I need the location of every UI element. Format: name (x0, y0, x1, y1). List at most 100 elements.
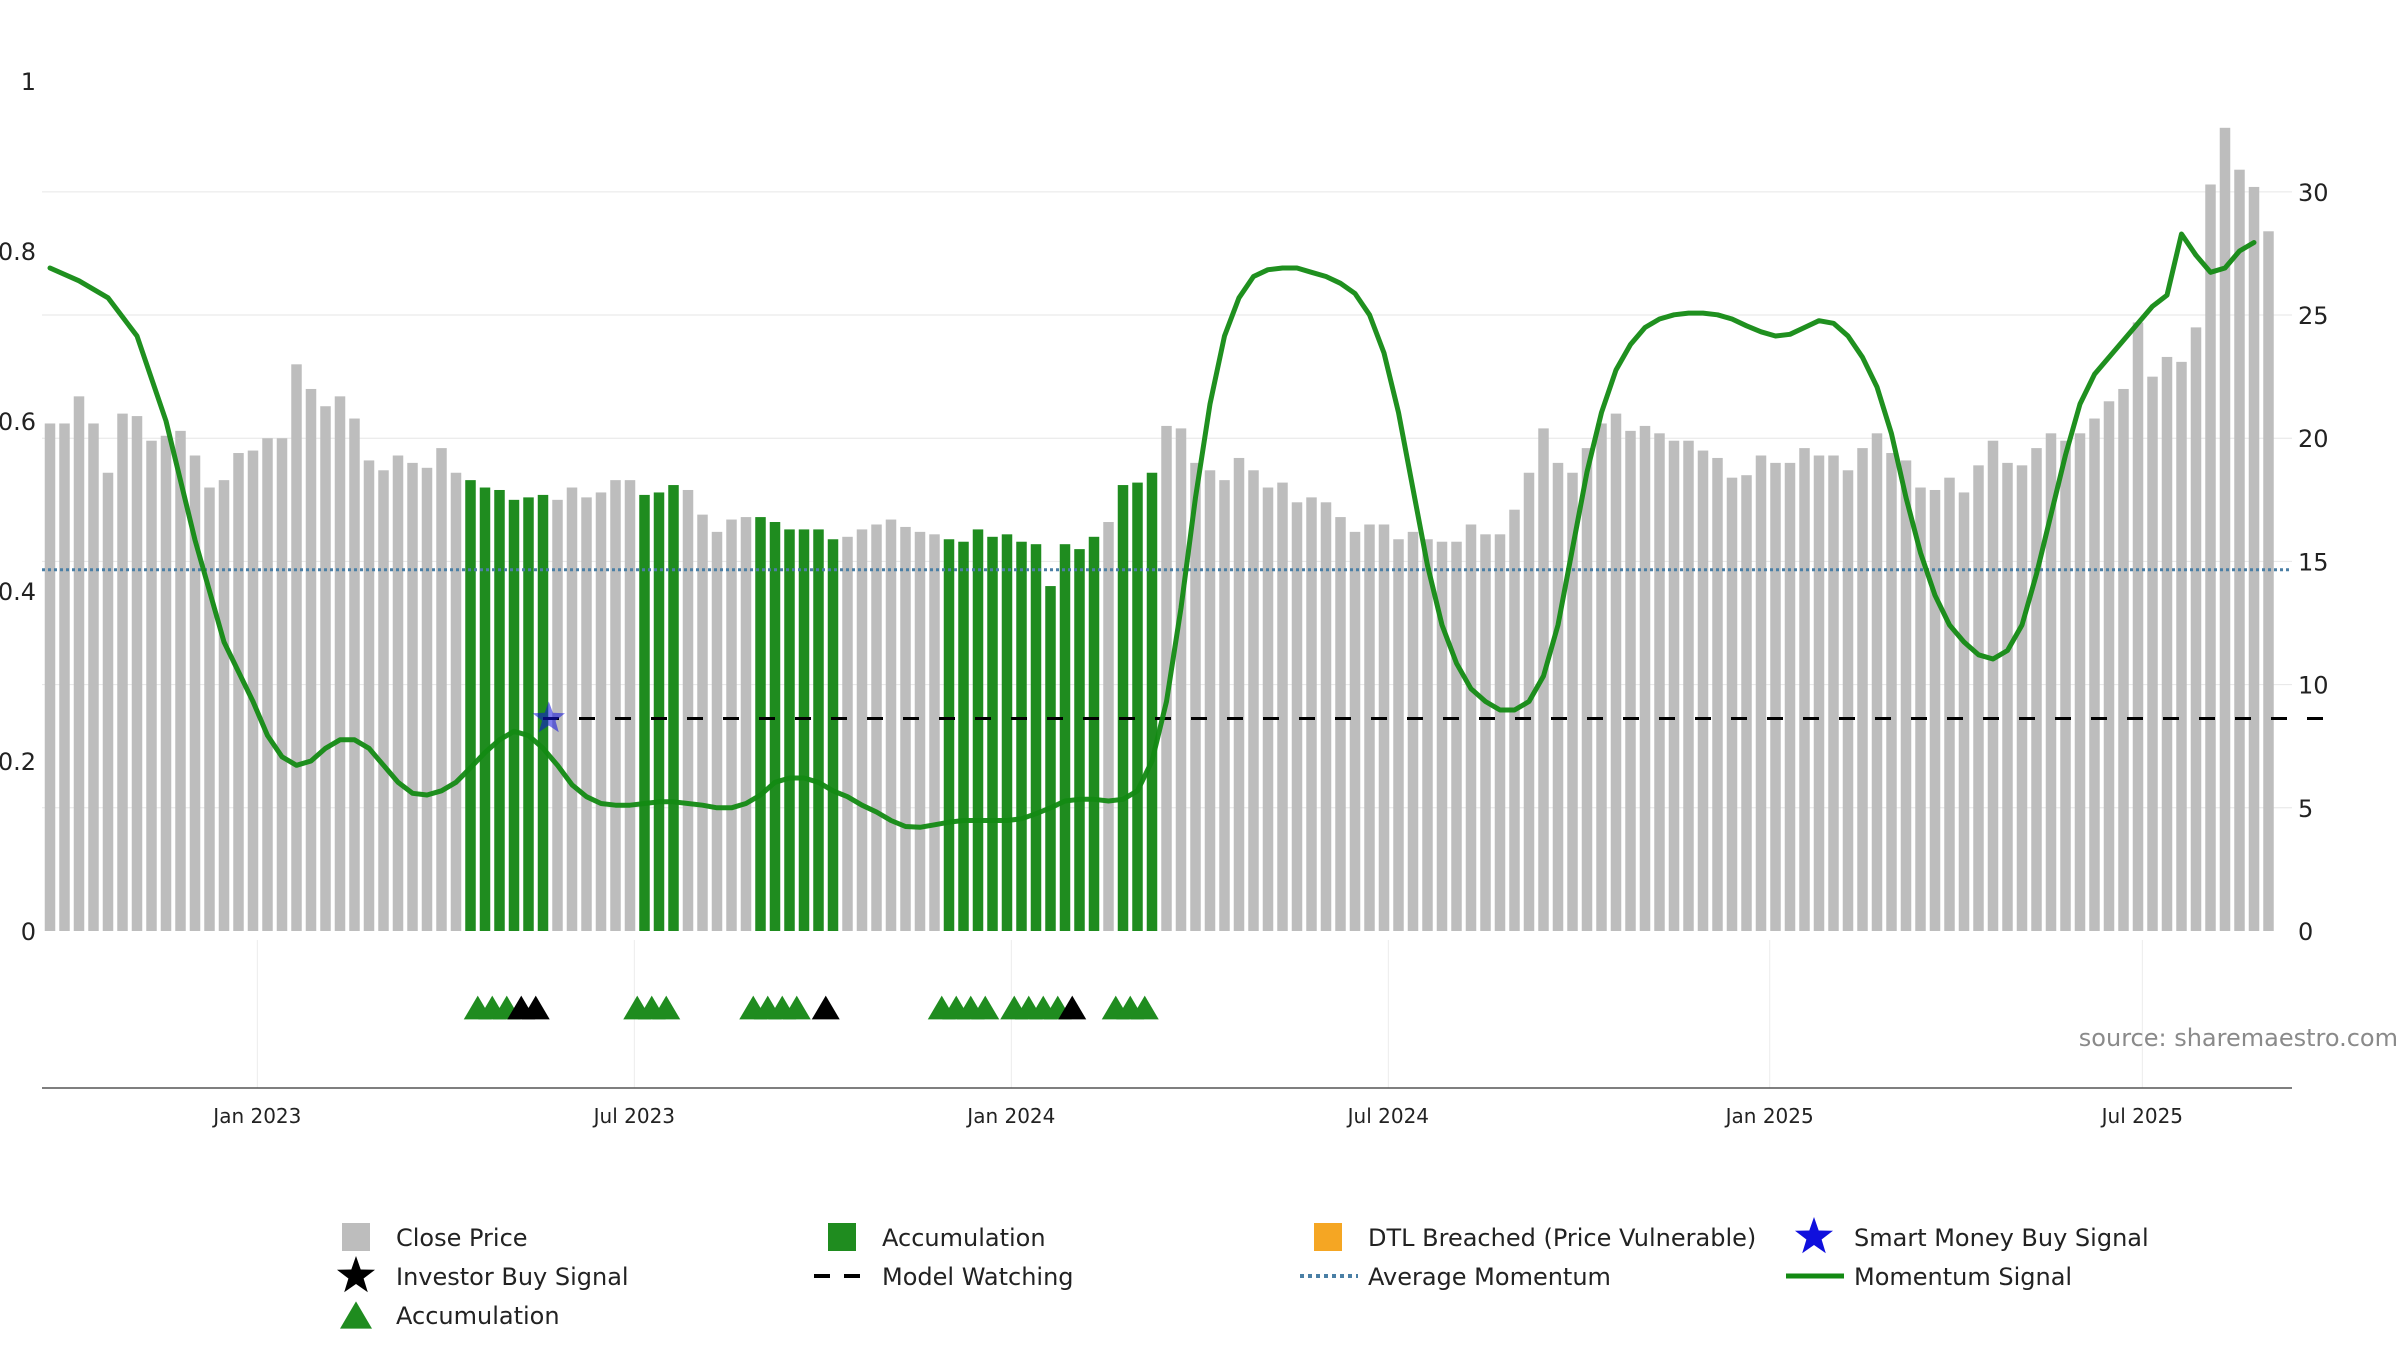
accumulation-bar (465, 480, 476, 931)
accumulation-bar (668, 485, 679, 931)
close-price-bar (914, 531, 926, 931)
close-price-bar (885, 519, 897, 931)
close-price-bar (450, 472, 462, 931)
smart-money-star (532, 701, 565, 733)
close-price-bar (2118, 388, 2129, 932)
close-price-bar (1407, 531, 1419, 931)
accumulation-bar (1001, 534, 1013, 931)
legend-star-icon (337, 1256, 375, 1293)
close-price-bar (1248, 470, 1259, 931)
close-price-bar (2248, 186, 2260, 931)
close-price-bar (595, 492, 607, 931)
legend-item: Accumulation (828, 1223, 1046, 1252)
accumulation-triangle (971, 995, 1000, 1020)
close-price-bar (2234, 169, 2245, 931)
legend-label: Momentum Signal (1854, 1263, 2072, 1291)
accumulation-bar (798, 529, 810, 931)
x-tick-label: Jul 2025 (2100, 1104, 2183, 1128)
accumulation-bar (1117, 485, 1129, 931)
legend-item: Investor Buy Signal (337, 1256, 629, 1293)
close-price-bar (349, 418, 360, 931)
accumulation-bar (1132, 482, 1143, 931)
legend-label: Accumulation (882, 1224, 1046, 1252)
close-price-bar (2060, 440, 2071, 931)
close-price-bar (44, 423, 56, 931)
legend-label: DTL Breached (Price Vulnerable) (1368, 1224, 1756, 1252)
close-price-bar (2176, 361, 2187, 931)
accumulation-triangle (1130, 995, 1159, 1020)
close-price-bar (1291, 502, 1303, 931)
close-price-bar (2219, 127, 2231, 931)
close-price-bar (2161, 356, 2173, 931)
legend-item: Smart Money Buy Signal (1795, 1217, 2149, 1254)
close-price-bar (1842, 470, 1854, 931)
close-price-bar (407, 462, 418, 931)
accumulation-bar (987, 536, 998, 931)
accumulation-bar (755, 517, 766, 931)
close-price-bar (2016, 465, 2028, 931)
close-price-bar (1973, 465, 1984, 931)
investor-buy-triangle (811, 995, 840, 1020)
accumulation-bar (1146, 472, 1158, 931)
close-price-bar (1726, 477, 1738, 931)
close-price-bar (581, 497, 592, 931)
close-price-bar (1625, 430, 1636, 931)
close-price-bar (1480, 534, 1491, 931)
close-price-bar (117, 413, 128, 931)
close-price-bar (1436, 541, 1448, 931)
accumulation-triangle (782, 995, 811, 1020)
close-price-bar (1813, 455, 1825, 931)
y-left-tick-label: 0 (21, 918, 36, 946)
close-price-bar (1770, 462, 1781, 931)
close-price-bar (2002, 462, 2013, 931)
y-left-tick-label: 1 (21, 68, 36, 96)
close-price-bars (44, 127, 2274, 932)
close-price-bar (378, 470, 389, 931)
close-price-bar (247, 450, 259, 931)
close-price-bar (1654, 433, 1665, 931)
accumulation-bar (523, 497, 534, 931)
close-price-bar (2205, 184, 2216, 932)
close-price-bar (1451, 541, 1462, 931)
close-price-bar (726, 519, 737, 931)
close-price-bar (59, 423, 70, 931)
close-price-bar (1233, 457, 1245, 931)
close-price-bar (1668, 440, 1680, 931)
accumulation-bar (813, 529, 824, 931)
accumulation-bar (508, 499, 520, 931)
y-right-tick-label: 30 (2298, 179, 2329, 207)
x-tick-label: Jan 2023 (211, 1104, 301, 1128)
close-price-bar (711, 531, 723, 931)
x-tick-label: Jan 2024 (965, 1104, 1055, 1128)
y-left-tick-label: 0.8 (0, 238, 36, 266)
close-price-bar (1378, 524, 1390, 931)
close-price-bar (1639, 425, 1651, 931)
close-price-bar (682, 489, 694, 931)
close-price-bar (1784, 462, 1796, 931)
investor-buy-triangle (521, 995, 550, 1020)
close-price-bar (2132, 322, 2144, 931)
legend-item: Average Momentum (1300, 1263, 1611, 1291)
accumulation-bar (1030, 544, 1042, 931)
close-price-bar (305, 388, 317, 932)
close-price-bar (1219, 480, 1230, 931)
y-left-tick-label: 0.4 (0, 578, 36, 606)
signal-markers (463, 701, 1159, 1020)
accumulation-bar (639, 494, 650, 931)
legend-label: Smart Money Buy Signal (1854, 1224, 2149, 1252)
close-price-bar (2045, 433, 2057, 931)
close-price-bar (856, 529, 868, 931)
close-price-bar (1567, 472, 1578, 931)
y-left-tick-label: 0.2 (0, 748, 36, 776)
close-price-bar (1755, 455, 1767, 931)
x-tick-label: Jul 2023 (592, 1104, 675, 1128)
close-price-bar (146, 440, 157, 931)
close-price-bar (1886, 453, 1897, 931)
legend-swatch (342, 1223, 370, 1251)
close-price-bar (1320, 502, 1332, 931)
legend: Close Price Accumulation DTL Breached (Pri… (337, 1217, 2149, 1330)
legend-item: Model Watching (814, 1263, 1074, 1291)
close-price-bar (1581, 448, 1593, 931)
accumulation-bar (1088, 536, 1100, 931)
y-left-tick-label: 0.6 (0, 408, 36, 436)
